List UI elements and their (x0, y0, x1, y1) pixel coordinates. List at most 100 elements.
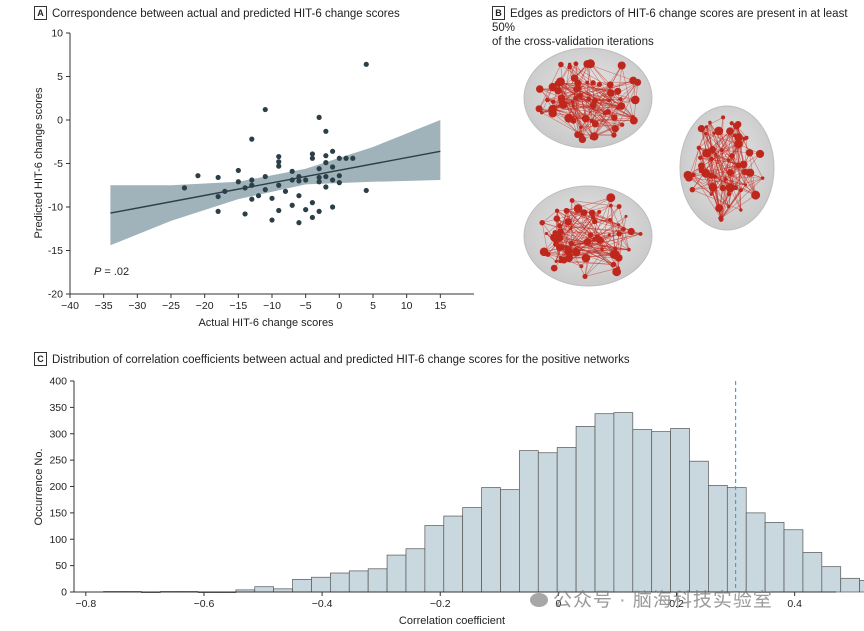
data-point (276, 153, 282, 160)
network-edge (583, 212, 598, 237)
data-point (296, 173, 302, 180)
network-node (554, 87, 562, 95)
network-node (606, 89, 615, 97)
data-point (215, 208, 221, 214)
histogram-bar (254, 586, 275, 593)
network-node (591, 97, 598, 105)
network-node (588, 209, 596, 217)
data-point (222, 188, 228, 194)
points-layer (181, 61, 369, 226)
x-tick-label: 15 (434, 300, 446, 312)
x-tick-label: −5 (300, 300, 312, 312)
network-edge (542, 210, 558, 223)
network-edge (692, 189, 741, 211)
watermark: 公众号 · 脑海科技实验室 (530, 585, 773, 612)
histogram-bar (689, 460, 709, 593)
network-edge (560, 81, 615, 136)
network-edge (568, 99, 636, 119)
network-node (726, 158, 731, 162)
fit-line-layer (110, 150, 441, 214)
network-edge (541, 112, 583, 136)
network-edge (582, 106, 594, 140)
network-node (565, 254, 573, 263)
network-node (708, 172, 715, 179)
histogram-bar (348, 570, 369, 593)
network-edge (688, 177, 746, 186)
network-edge (541, 99, 548, 113)
data-point (323, 128, 329, 134)
axes-layer: 0 50 100 150 200 250 300 350 400 −0.8 −0.6 −0.4 −0.2… (49, 376, 836, 610)
data-point (343, 155, 349, 161)
network-node (545, 251, 551, 257)
regression-line (110, 150, 441, 214)
wechat-icon (530, 593, 548, 607)
histogram-bar (500, 489, 520, 593)
network-node (739, 160, 748, 169)
panel-c-title-text: Distribution of correlation coefficients… (52, 354, 630, 366)
histogram-bar (840, 577, 860, 593)
network-node (556, 228, 564, 236)
network-node (610, 261, 617, 268)
histogram-bar (859, 580, 864, 593)
data-point (249, 196, 255, 202)
network-node (550, 264, 558, 272)
data-point (235, 179, 241, 185)
panel-b-badge: B (492, 6, 505, 20)
network-node (723, 177, 728, 182)
network-edge (577, 83, 592, 138)
histogram-bar (367, 568, 388, 593)
histogram-bar (462, 507, 482, 593)
network-edge (559, 225, 572, 244)
data-point (235, 167, 241, 174)
x-tick-label: −0.4 (312, 598, 333, 610)
brain-network-figure (523, 47, 775, 287)
network-node (621, 226, 626, 232)
network-node (577, 92, 583, 99)
network-node (712, 131, 716, 135)
network-node (555, 233, 564, 242)
data-point (282, 188, 289, 194)
y-tick-label: 250 (49, 455, 67, 467)
network-node (608, 203, 613, 208)
network-node (585, 80, 590, 85)
network-node (704, 131, 708, 136)
histogram-bar (443, 515, 464, 593)
x-tick-label: 5 (370, 300, 376, 312)
network-node (715, 204, 724, 213)
network-node (629, 116, 638, 125)
x-tick-label: 0 (555, 598, 561, 610)
histogram-bar (556, 447, 577, 593)
network-node (597, 209, 602, 214)
data-point (262, 106, 268, 113)
network-node (596, 236, 604, 244)
network-node (554, 259, 558, 263)
histogram-bar (311, 576, 331, 593)
network-node (606, 81, 614, 89)
y-axis-label: Predicted HIT-6 change scores (33, 87, 45, 239)
data-point (242, 211, 248, 217)
network-node (627, 227, 635, 236)
network-node (573, 85, 580, 93)
axes-layer: -20 -15 -10 -5 0 5 10 −40 −35 −30 −25 −20 −15 −10 −5 0 5… (48, 28, 474, 312)
network-node (732, 122, 740, 130)
network-edge (539, 88, 610, 101)
network-node (596, 81, 603, 88)
network-node (729, 153, 735, 159)
histogram-bar (537, 452, 558, 593)
network-edge (576, 88, 635, 118)
data-point (296, 220, 302, 226)
network-node (709, 192, 713, 196)
network-edge (559, 225, 641, 235)
network-edge (563, 259, 614, 265)
network-edge (553, 106, 634, 118)
brain-lateral-bottom (523, 185, 653, 287)
network-edge (688, 165, 739, 178)
network-node (683, 170, 693, 180)
network-edge (693, 147, 700, 175)
x-axis-label: Actual HIT-6 change scores (198, 317, 334, 329)
network-node (573, 95, 578, 101)
y-tick-label: 0 (61, 587, 67, 599)
y-tick-label: 50 (55, 560, 67, 572)
network-edge (590, 63, 611, 85)
network-edge (599, 205, 611, 213)
